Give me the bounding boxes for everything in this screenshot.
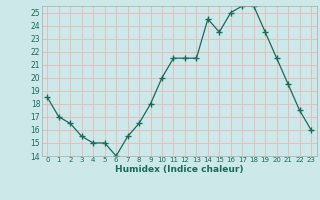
X-axis label: Humidex (Indice chaleur): Humidex (Indice chaleur) — [115, 165, 244, 174]
